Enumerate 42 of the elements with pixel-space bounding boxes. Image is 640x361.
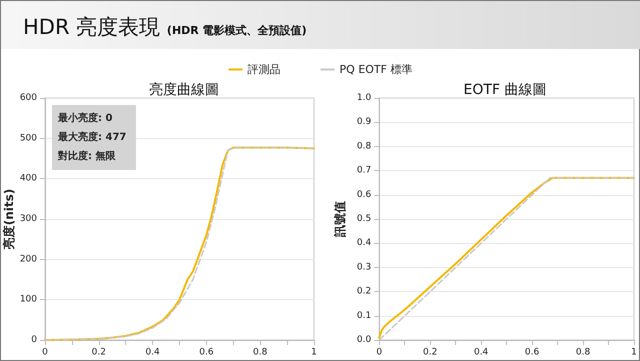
y-axis-title: 訊號值 [333, 201, 347, 238]
x-tick-label: 0 [376, 348, 382, 358]
info-box: 最小亮度: 0 最大亮度: 477 對比度: 無限 [52, 105, 136, 170]
y-tick-label: 500 [20, 133, 38, 144]
legend-label: 評測品 [248, 63, 281, 76]
y-tick-label: 0 [31, 335, 38, 345]
x-tick-label: 0.6 [524, 348, 540, 358]
chart-title: 亮度曲線圖 [149, 82, 219, 98]
y-tick-label: 0.2 [356, 286, 372, 297]
x-tick-label: 0.4 [474, 348, 489, 358]
annotation: 最大亮度: 477 [58, 130, 128, 145]
text: HDR 亮度表現 [23, 15, 160, 39]
y-tick-label: 300 [20, 214, 38, 224]
x-tick-label: 0.2 [92, 348, 106, 358]
y-tick-label: 200 [20, 254, 38, 264]
y-tick-label: 0.3 [356, 262, 372, 272]
y-tick-label: 0.0 [356, 335, 372, 345]
chart-title: EOTF 曲線圖 [464, 82, 546, 98]
x-tick-label: 0.8 [576, 348, 590, 358]
y-tick-label: 0.7 [356, 166, 372, 176]
y-tick-label: 0.1 [356, 310, 372, 321]
annotation: 最小亮度: 0 [58, 111, 114, 126]
x-tick-label: 1 [631, 348, 637, 358]
y-tick-label: 1.0 [356, 93, 372, 103]
y-tick-label: 100 [20, 294, 38, 305]
y-tick-label: 0.6 [356, 190, 372, 200]
y-tick-label: 0.8 [356, 141, 372, 152]
x-tick-label: 1 [311, 348, 317, 358]
annotation: 對比度: 無限 [58, 149, 116, 164]
x-tick-label: 0.8 [253, 348, 268, 358]
y-tick-label: 0.5 [356, 214, 372, 224]
y-tick-label: 600 [20, 93, 38, 103]
x-tick-label: 0.4 [145, 348, 160, 358]
y-axis-title: 亮度(nits) [2, 188, 16, 250]
x-tick-label: 0.6 [199, 348, 214, 358]
x-tick-label: 0.2 [423, 348, 438, 358]
x-tick-label: 0 [42, 348, 48, 358]
text: (HDR 電影模式、全預設值) [166, 24, 307, 37]
legend-label: PQ EOTF 標準 [340, 63, 412, 76]
y-tick-label: 0.4 [356, 238, 372, 248]
y-tick-label: 400 [20, 174, 38, 184]
y-tick-label: 0.9 [356, 117, 372, 128]
